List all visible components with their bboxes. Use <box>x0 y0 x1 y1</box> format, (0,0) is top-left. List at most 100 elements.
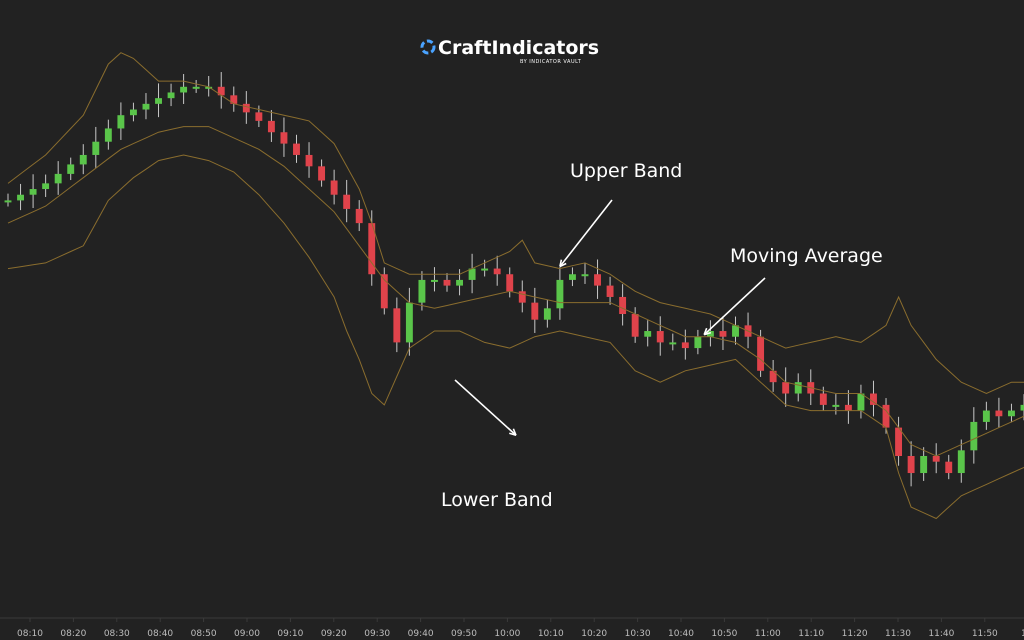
candle-body-up <box>1008 410 1015 417</box>
candle <box>782 367 790 407</box>
candle-body-up <box>4 200 12 203</box>
candle-body-down <box>769 370 777 383</box>
candle-body-up <box>42 183 50 190</box>
candle <box>104 119 112 150</box>
candles-layer <box>4 72 1024 487</box>
candle <box>870 380 877 417</box>
candle <box>343 179 351 223</box>
candle <box>155 83 162 118</box>
candle <box>669 333 677 351</box>
x-tick-label: 11:30 <box>885 629 911 639</box>
candle-body-up <box>1020 404 1024 411</box>
candle <box>318 159 326 187</box>
candle <box>17 183 24 211</box>
candle <box>907 441 915 487</box>
candle <box>92 126 100 169</box>
candle-body-up <box>481 268 489 271</box>
candle <box>769 360 777 392</box>
candle-body-up <box>129 109 137 116</box>
candle-body-up <box>857 393 865 411</box>
candle-body-down <box>606 285 614 297</box>
candle <box>129 102 137 122</box>
candle-body-down <box>230 95 238 104</box>
candle-body-down <box>242 103 250 113</box>
candle-body-up <box>142 103 150 110</box>
candle <box>456 269 464 296</box>
x-tick-label: 10:30 <box>625 629 651 639</box>
candle-body-up <box>205 86 213 89</box>
candle <box>192 79 200 93</box>
x-tick-label: 10:10 <box>538 629 564 639</box>
candle-body-down <box>330 180 338 195</box>
candle <box>305 142 313 178</box>
candle <box>230 86 238 112</box>
candle-body-down <box>368 223 376 275</box>
candle <box>280 117 288 157</box>
candle <box>29 174 37 209</box>
ma-annotation-label: Moving Average <box>730 245 883 267</box>
candle-body-down <box>255 112 263 121</box>
candle-body-down <box>819 393 827 405</box>
candle <box>180 74 188 104</box>
candle <box>4 193 12 207</box>
x-axis: 08:10 08:20 08:30 08:40 08:50 09:00 09:10 09:20… <box>0 617 1024 639</box>
candle-body-down <box>318 166 326 181</box>
candle <box>732 316 739 345</box>
candle-body-down <box>506 274 514 292</box>
candle-body-up <box>167 92 175 99</box>
candle-body-down <box>719 331 727 337</box>
candle <box>581 263 589 284</box>
candle <box>518 280 526 313</box>
candle-body-down <box>343 194 351 209</box>
candle-body-up <box>180 86 188 93</box>
logo-mark-icon <box>420 39 436 55</box>
candle <box>355 200 363 232</box>
candle-body-down <box>355 208 363 224</box>
candle <box>970 407 978 464</box>
candle-body-down <box>656 331 664 343</box>
candle-body-down <box>493 268 501 275</box>
candle-body-up <box>192 86 200 89</box>
candle-body-up <box>92 141 100 155</box>
candle <box>757 329 765 377</box>
x-tick-label: 08:50 <box>191 629 217 639</box>
candle <box>242 91 250 124</box>
x-tick-label: 09:50 <box>451 629 477 639</box>
candle-body-up <box>67 164 75 174</box>
candle <box>631 307 639 343</box>
candle <box>205 76 213 97</box>
candle <box>167 83 175 107</box>
upper-band-line <box>7 52 1024 395</box>
candle <box>142 93 150 120</box>
candle <box>117 102 125 140</box>
x-tick-label: 09:20 <box>321 629 347 639</box>
candle-body-down <box>217 86 225 96</box>
candle <box>468 253 476 294</box>
x-tick-label: 09:00 <box>234 629 260 639</box>
candle <box>945 454 953 480</box>
logo-text: CraftIndicators <box>438 37 599 59</box>
craftindicators-logo: CraftIndicators BY INDICATOR VAULT <box>420 37 599 65</box>
candle-body-down <box>518 291 526 303</box>
candle <box>506 267 514 298</box>
annotation-arrows-layer <box>454 199 766 437</box>
x-tick-label: 10:40 <box>668 629 694 639</box>
candle-body-up <box>543 308 551 320</box>
candle-body-up <box>644 331 652 337</box>
candle <box>832 394 840 415</box>
x-tick-label: 10:20 <box>581 629 607 639</box>
candle-body-down <box>907 456 915 474</box>
candle-body-down <box>995 410 1003 417</box>
candle-body-up <box>54 173 62 184</box>
candle <box>418 271 426 311</box>
candle-body-up <box>117 115 125 129</box>
candle-body-down <box>531 302 539 320</box>
candle-body-up <box>920 456 928 474</box>
candle <box>844 390 852 424</box>
candle-body-down <box>267 120 275 133</box>
candle-body-up <box>568 274 576 280</box>
candle-body-down <box>280 132 288 144</box>
candle <box>543 299 551 328</box>
